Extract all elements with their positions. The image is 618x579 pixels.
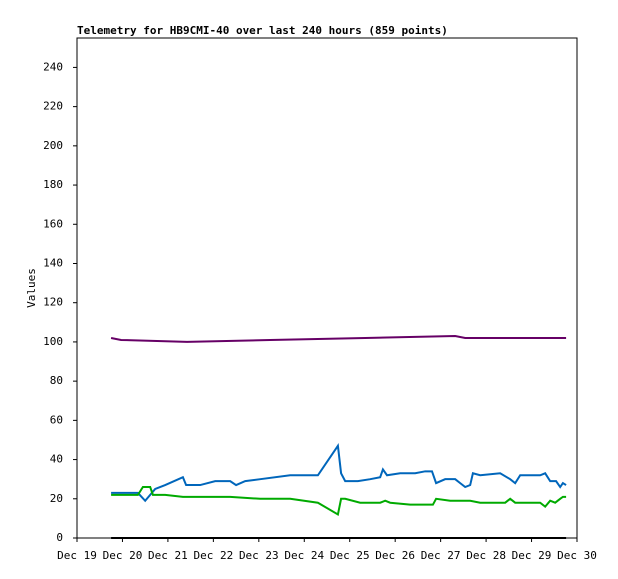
x-tick-label: Dec 27 — [421, 549, 461, 562]
y-tick-label: 140 — [43, 256, 63, 269]
x-tick-label: Dec 21 — [148, 549, 188, 562]
y-tick-label: 220 — [43, 100, 63, 113]
y-tick-label: 160 — [43, 217, 63, 230]
x-tick-label: Dec 22 — [193, 549, 233, 562]
y-axis-label: Values — [25, 268, 38, 308]
x-tick-label: Dec 23 — [239, 549, 279, 562]
y-tick-label: 80 — [50, 374, 63, 387]
y-tick-label: 60 — [50, 413, 63, 426]
x-tick-label: Dec 29 — [512, 549, 552, 562]
y-tick-label: 100 — [43, 335, 63, 348]
y-tick-label: 40 — [50, 453, 63, 466]
x-tick-label: Dec 24 — [284, 549, 324, 562]
x-tick-label: Dec 19 — [57, 549, 97, 562]
x-tick-label: Dec 26 — [375, 549, 415, 562]
y-tick-label: 240 — [43, 60, 63, 73]
x-tick-label: Dec 25 — [330, 549, 370, 562]
y-tick-label: 180 — [43, 178, 63, 191]
x-tick-label: Dec 28 — [466, 549, 506, 562]
series-line — [111, 443, 567, 503]
y-tick-label: 120 — [43, 296, 63, 309]
series-line — [110, 335, 567, 343]
x-tick-label: Dec 20 — [103, 549, 143, 562]
y-tick-label: 20 — [50, 492, 63, 505]
x-tick-label: Dec 30 — [557, 549, 597, 562]
y-tick-label: 0 — [56, 531, 63, 544]
chart-title: Telemetry for HB9CMI-40 over last 240 ho… — [77, 24, 448, 37]
series-line — [111, 486, 567, 517]
y-tick-label: 200 — [43, 139, 63, 152]
